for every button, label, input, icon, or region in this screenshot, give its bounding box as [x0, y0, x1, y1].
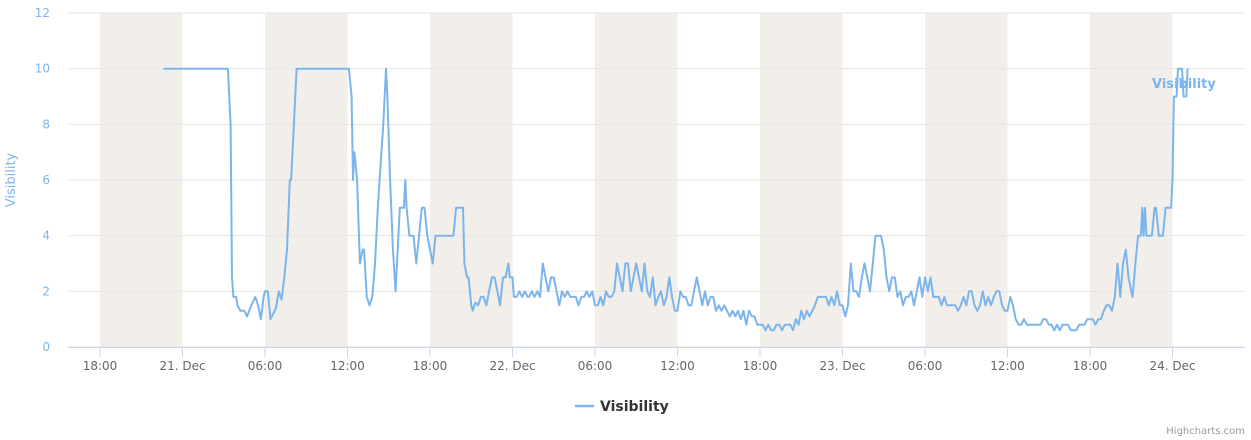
y-axis-title: Visibility	[4, 152, 19, 207]
series-visibility[interactable]	[163, 67, 1189, 332]
x-tick-label: 06:00	[578, 359, 613, 373]
y-tick-label: 12	[35, 6, 50, 20]
y-tick-labels: 0 2 4 6 8 10 12	[35, 6, 50, 354]
x-tick-label: 06:00	[248, 359, 283, 373]
legend[interactable]: Visibility	[575, 399, 669, 415]
y-tick-label: 6	[42, 173, 50, 187]
x-tick-label: 21. Dec	[159, 359, 205, 373]
x-tick-label: 18:00	[743, 359, 778, 373]
y-tick-label: 4	[42, 229, 50, 243]
x-tick-label: 23. Dec	[819, 359, 865, 373]
x-tick-label: 24. Dec	[1149, 359, 1195, 373]
x-tick-label: 06:00	[908, 359, 943, 373]
series-label: Visibility	[1152, 77, 1216, 92]
x-tick-label: 18:00	[1073, 359, 1108, 373]
y-tick-label: 10	[35, 62, 50, 76]
x-tick-label: 12:00	[330, 359, 365, 373]
credits-link[interactable]: Highcharts.com	[1166, 426, 1245, 437]
x-tick-label: 12:00	[660, 359, 695, 373]
x-tick-label: 22. Dec	[489, 359, 535, 373]
series-line[interactable]	[163, 67, 1189, 332]
legend-label[interactable]: Visibility	[600, 399, 669, 415]
y-tick-label: 2	[42, 284, 50, 298]
x-tick-label: 18:00	[83, 359, 118, 373]
x-axis: 18:00 21. Dec 06:00 12:00 18:00 22. Dec 06:00 1…	[68, 347, 1245, 373]
x-tick-label: 18:00	[413, 359, 448, 373]
y-tick-label: 0	[42, 340, 50, 354]
x-tick-label: 12:00	[990, 359, 1025, 373]
y-tick-label: 8	[42, 117, 50, 131]
